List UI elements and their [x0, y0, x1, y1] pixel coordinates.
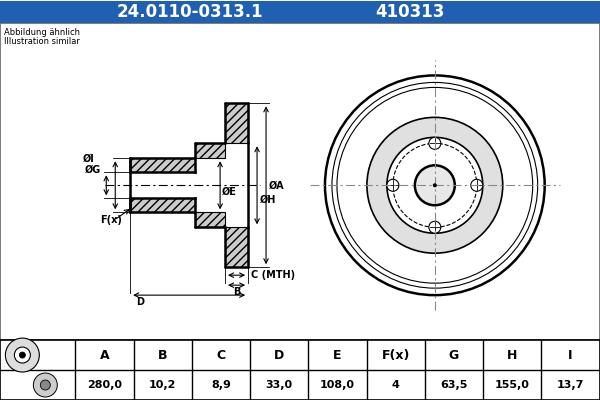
Text: Illustration similar: Illustration similar — [4, 38, 80, 46]
Text: 24.0110-0313.1: 24.0110-0313.1 — [117, 2, 263, 20]
Text: I: I — [568, 348, 573, 362]
Circle shape — [387, 179, 399, 191]
Text: 4: 4 — [392, 380, 400, 390]
Text: ØE: ØE — [222, 186, 237, 196]
Bar — [1, 340, 599, 400]
Circle shape — [5, 338, 40, 372]
Text: H: H — [507, 348, 517, 362]
Circle shape — [471, 179, 483, 191]
Text: F(x): F(x) — [100, 215, 122, 225]
Bar — [1, 340, 599, 400]
Text: 155,0: 155,0 — [495, 380, 530, 390]
Circle shape — [325, 76, 545, 295]
Text: D: D — [136, 297, 144, 307]
Text: 108,0: 108,0 — [320, 380, 355, 390]
Circle shape — [40, 380, 50, 390]
Text: C (MTH): C (MTH) — [251, 270, 295, 280]
Text: E: E — [333, 348, 342, 362]
Text: B: B — [158, 348, 167, 362]
Bar — [1, 22, 599, 340]
Text: 10,2: 10,2 — [149, 380, 176, 390]
Text: B: B — [233, 287, 240, 297]
Text: 410313: 410313 — [375, 2, 445, 20]
Circle shape — [19, 352, 25, 358]
Bar — [195, 212, 225, 227]
Text: G: G — [449, 348, 459, 362]
Text: Abbildung ähnlich: Abbildung ähnlich — [4, 28, 80, 38]
Text: 33,0: 33,0 — [266, 380, 293, 390]
Bar — [130, 172, 195, 198]
Circle shape — [337, 88, 533, 283]
Bar — [130, 158, 195, 172]
Text: ØI: ØI — [82, 153, 94, 163]
Bar — [130, 198, 195, 212]
Bar — [1, 0, 599, 22]
Text: ØH: ØH — [260, 194, 277, 204]
Text: A: A — [100, 348, 109, 362]
Text: ØG: ØG — [85, 164, 101, 174]
Text: 8,9: 8,9 — [211, 380, 231, 390]
Text: 280,0: 280,0 — [87, 380, 122, 390]
Circle shape — [387, 137, 483, 233]
Bar — [225, 103, 248, 143]
Circle shape — [332, 82, 538, 288]
Text: F(x): F(x) — [382, 348, 410, 362]
Bar — [195, 143, 225, 158]
Circle shape — [14, 347, 31, 363]
Text: 63,5: 63,5 — [440, 380, 467, 390]
Text: 13,7: 13,7 — [557, 380, 584, 390]
Circle shape — [429, 137, 441, 149]
Circle shape — [433, 183, 437, 187]
Text: C: C — [217, 348, 226, 362]
Circle shape — [415, 165, 455, 205]
Circle shape — [429, 221, 441, 233]
Circle shape — [367, 117, 503, 253]
Bar — [225, 227, 248, 267]
Text: ØA: ØA — [269, 180, 284, 190]
Circle shape — [34, 373, 58, 397]
Text: D: D — [274, 348, 284, 362]
